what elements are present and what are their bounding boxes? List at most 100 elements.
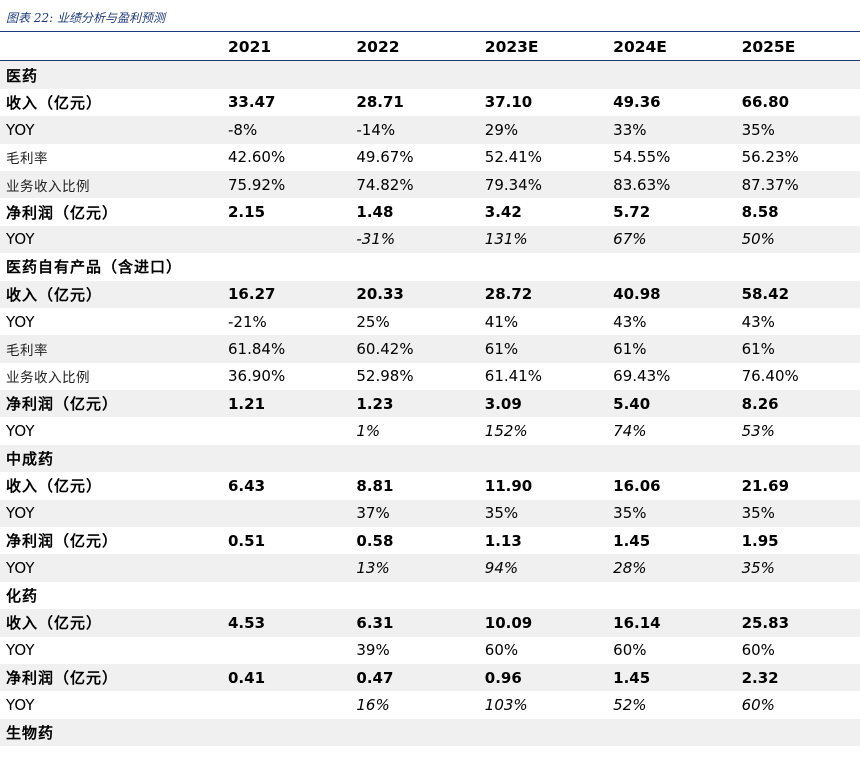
table-cell: 75.92% [218,170,347,199]
table-cell: 1.95 [741,531,779,550]
table-cell: 49.67% [356,148,414,167]
table-cell [218,554,347,582]
table-cell: 50% [731,225,860,254]
table-row: 收入（亿元） 4.53 6.31 10.09 16.14 25.83 [0,609,860,637]
table-cell [731,444,860,473]
row-label: 收入（亿元） [6,93,103,112]
table-row: 收入（亿元） 33.47 28.71 37.10 49.36 66.80 [0,89,860,116]
table-row: 净利润（亿元） 2.15 1.48 3.42 5.72 8.58 [0,198,860,225]
table-cell [731,718,860,747]
section-label: 医药 [0,60,218,89]
row-label: YOY [6,422,35,441]
table-cell: 94% [474,554,604,582]
table-row: YOY 16% 103% 52% 60% [0,691,860,718]
table-cell: 36.90% [228,367,286,386]
table-cell: 60% [613,641,647,660]
section-row: 化药 [0,582,860,609]
table-cell [732,253,860,280]
forecast-table: 2021 2022 2023E 2024E 2025E 医药 收入（亿元） 33.4… [0,33,860,747]
table-cell [218,253,346,280]
section-label: 化药 [6,587,39,605]
table-cell: -8% [218,116,347,144]
table-cell: 35% [474,499,604,528]
table-row: YOY 13% 94% 28% 35% [0,554,860,582]
table-cell: 74% [613,422,647,441]
table-cell: 8.58 [741,203,779,222]
table-cell: 61% [603,335,732,363]
table-cell: -31% [346,225,475,254]
table-cell: 4.53 [218,609,347,637]
table-cell: 2.32 [731,663,860,692]
table-cell [346,60,475,89]
table-cell: 87.37% [731,170,860,199]
table-cell [603,60,732,89]
table-cell: 52.98% [356,367,414,386]
table-cell: 28.72 [474,280,604,308]
table-cell [218,417,346,444]
table-row: 净利润（亿元） 0.51 0.58 1.13 1.45 1.95 [0,527,860,554]
row-label: YOY [0,116,218,144]
table-cell: 54.55% [613,148,671,167]
table-cell [474,718,604,747]
table-cell: 41% [484,312,519,331]
row-label: 业务收入比例 [0,170,218,199]
table-cell [218,637,346,664]
table-cell: 74.82% [346,170,475,199]
table-cell: 60.42% [346,335,475,363]
table-cell: 52.41% [484,148,542,167]
table-row: 净利润（亿元） 0.41 0.47 0.96 1.45 2.32 [0,663,860,692]
row-label: 净利润（亿元） [6,203,119,222]
table-cell: 52% [613,696,647,715]
row-label: YOY [0,499,218,528]
table-cell [218,444,347,473]
table-cell: 1.45 [603,663,732,692]
row-label: 净利润（亿元） [0,663,218,692]
table-cell: 10.09 [474,609,604,637]
table-cell: 8.81 [356,476,394,495]
table-cell: 61% [474,335,604,363]
table-cell: 37% [346,499,475,528]
table-cell: 60% [484,641,519,660]
table-cell: 11.90 [484,476,533,495]
section-label: 中成药 [0,444,218,473]
table-cell: 66.80 [741,93,790,112]
header-cell-year: 2022 [346,33,475,62]
table-cell: 1.13 [484,531,522,550]
table-cell: 69.43% [613,367,671,386]
table-cell: 43% [613,312,647,331]
table-cell: 25.83 [731,609,860,637]
table-cell [475,253,603,280]
table-cell [346,444,475,473]
row-label: 毛利率 [6,151,48,168]
table-cell [603,582,731,609]
table-cell [603,253,731,280]
table-cell [346,718,475,747]
section-row: 医药自有产品（含进口） [0,253,860,280]
table-cell: 13% [346,554,475,582]
header-cell-year: 2021 [218,33,347,62]
table-row: YOY -31% 131% 67% 50% [0,225,860,254]
section-label: 生物药 [0,718,218,747]
table-row: 净利润（亿元） 1.21 1.23 3.09 5.40 8.26 [0,390,860,418]
table-cell: 1.45 [613,531,651,550]
caption-divider [0,31,860,32]
header-cell-label [0,33,218,62]
table-cell: 3.42 [484,203,522,222]
table-cell: -21% [228,312,267,331]
table-cell: 1% [356,422,381,441]
table-row: 收入（亿元） 16.27 20.33 28.72 40.98 58.42 [0,280,860,308]
table-row: YOY -21% 25% 41% 43% 43% [0,308,860,335]
table-cell: 35% [731,116,860,144]
table-cell: 6.31 [346,609,475,637]
table-row: YOY -8% -14% 29% 33% 35% [0,116,860,144]
table-cell: 43% [741,312,775,331]
table-cell: 67% [603,225,732,254]
table-cell: 61.41% [484,367,542,386]
section-row: 生物药 [0,718,860,747]
table-cell [475,582,603,609]
table-row: 毛利率 42.60% 49.67% 52.41% 54.55% 56.23% [0,144,860,171]
table-cell: 16.06 [613,476,661,495]
table-cell: -14% [346,116,475,144]
row-label: YOY [0,554,218,582]
table-cell: 103% [484,696,528,715]
